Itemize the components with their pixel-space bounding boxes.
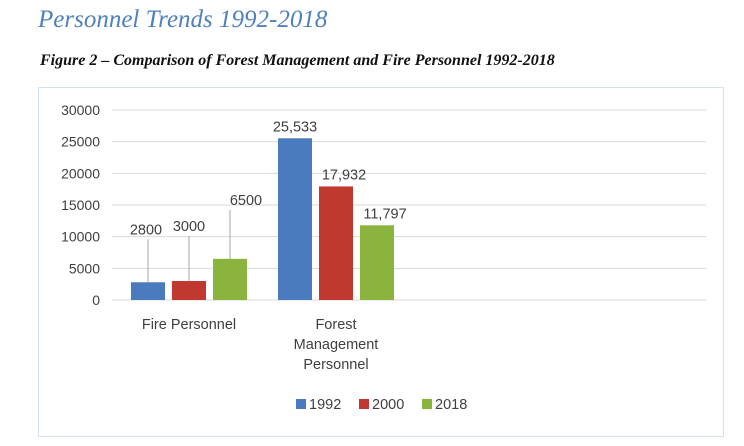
legend-label: 2000: [372, 397, 404, 413]
data-label: 6500: [230, 193, 262, 209]
y-tick-label: 5000: [69, 260, 100, 276]
legend-swatch: [359, 399, 369, 409]
y-tick-label: 30000: [61, 102, 100, 118]
bar: [172, 281, 206, 300]
data-label: 17,932: [322, 167, 366, 183]
y-tick-label: 0: [92, 292, 100, 308]
bar: [360, 225, 394, 300]
bar: [278, 138, 312, 300]
bar: [319, 186, 353, 300]
data-label: 2800: [130, 222, 162, 238]
category-label: Forest: [315, 317, 356, 333]
legend-label: 1992: [309, 397, 341, 413]
y-tick-label: 10000: [61, 229, 100, 245]
category-label: Management: [294, 337, 379, 353]
data-label: 25,533: [273, 119, 317, 135]
y-tick-label: 15000: [61, 197, 100, 213]
chart-frame: [38, 87, 724, 437]
y-tick-label: 20000: [61, 165, 100, 181]
legend-label: 2018: [435, 397, 467, 413]
bar: [131, 282, 165, 300]
data-label: 3000: [173, 219, 205, 235]
legend-swatch: [296, 399, 306, 409]
legend-swatch: [422, 399, 432, 409]
category-label: Fire Personnel: [142, 317, 236, 333]
bar: [213, 258, 247, 300]
y-tick-label: 25000: [61, 134, 100, 150]
section-title: Personnel Trends 1992-2018: [38, 6, 328, 33]
data-label: 11,797: [363, 206, 406, 222]
figure-caption: Figure 2 – Comparison of Forest Manageme…: [40, 52, 555, 69]
category-label: Personnel: [303, 357, 368, 373]
